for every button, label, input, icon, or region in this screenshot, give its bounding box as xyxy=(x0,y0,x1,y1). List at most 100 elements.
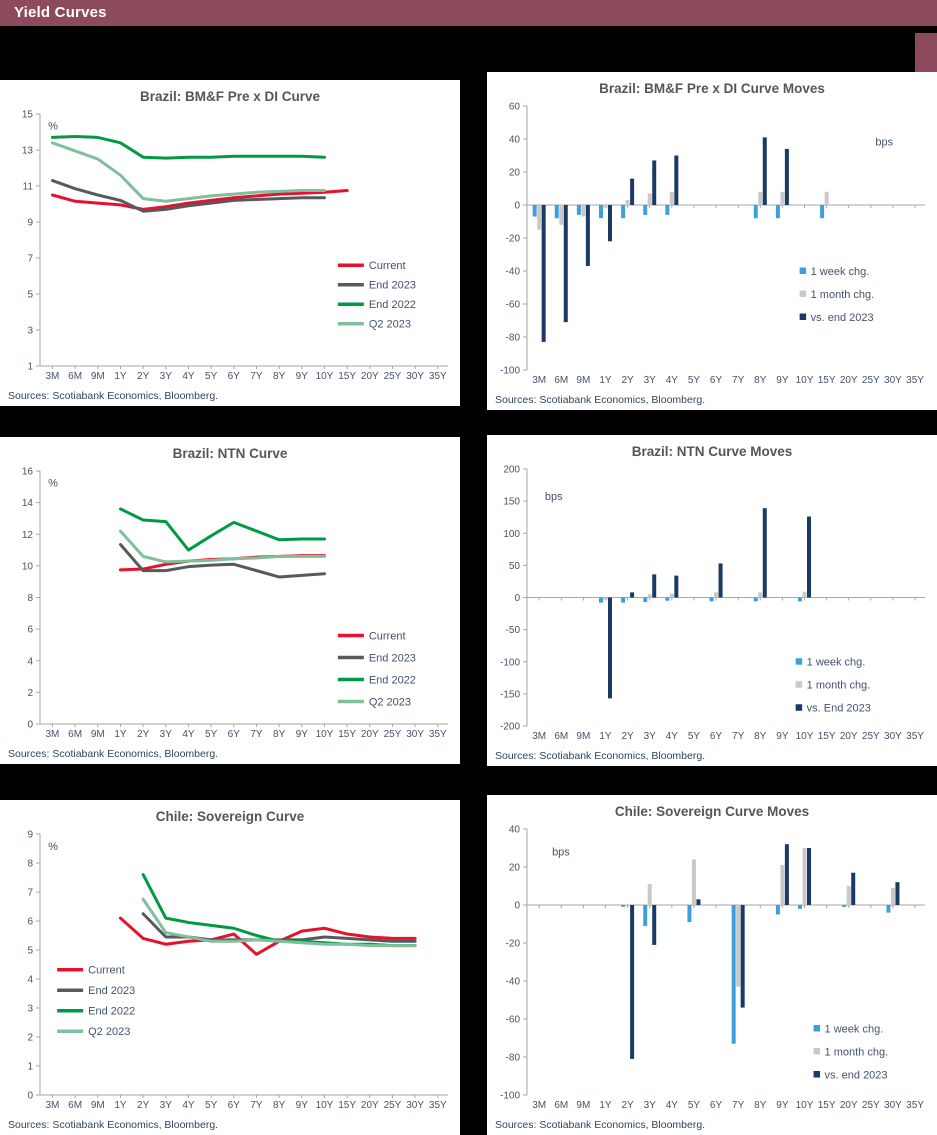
svg-text:10Y: 10Y xyxy=(316,371,334,382)
svg-text:25Y: 25Y xyxy=(862,731,880,742)
svg-text:3Y: 3Y xyxy=(160,371,173,382)
series-q2-2023-line xyxy=(141,897,417,948)
svg-text:4Y: 4Y xyxy=(182,371,195,382)
svg-text:10: 10 xyxy=(22,561,34,572)
svg-text:20: 20 xyxy=(509,168,521,179)
svg-text:9: 9 xyxy=(27,218,33,229)
unit-label: % xyxy=(48,121,58,133)
svg-text:15Y: 15Y xyxy=(338,1100,356,1111)
legend: Current End 2023 End 2022 Q2 2023 xyxy=(337,630,416,708)
svg-text:100: 100 xyxy=(503,529,520,540)
y-axis: 0 2 4 6 8 10 12 14 16 xyxy=(22,467,41,731)
sources-note: Sources: Scotiabank Economics, Bloomberg… xyxy=(8,748,219,760)
svg-text:5Y: 5Y xyxy=(688,1100,701,1111)
series-current-line xyxy=(50,189,349,211)
svg-text:5Y: 5Y xyxy=(205,371,218,382)
svg-text:4Y: 4Y xyxy=(666,375,679,386)
svg-text:16: 16 xyxy=(22,467,34,478)
unit-label: bps xyxy=(552,847,570,859)
legend-item-q2-2023: Q2 2023 xyxy=(369,319,411,331)
page-title: Yield Curves xyxy=(14,4,107,21)
legend-item-end-2022: End 2022 xyxy=(88,1006,135,1018)
svg-text:3M: 3M xyxy=(46,729,60,740)
svg-text:8Y: 8Y xyxy=(273,729,286,740)
svg-text:3Y: 3Y xyxy=(644,1100,657,1111)
series-end-2022-line xyxy=(118,507,326,552)
svg-text:-40: -40 xyxy=(506,267,521,278)
svg-text:-100: -100 xyxy=(500,657,520,668)
svg-text:6M: 6M xyxy=(68,1100,82,1111)
svg-text:9Y: 9Y xyxy=(776,375,789,386)
sources-note: Sources: Scotiabank Economics, Bloomberg… xyxy=(495,1119,706,1131)
svg-text:4Y: 4Y xyxy=(182,729,195,740)
y-axis: -200 -150 -100 -50 0 50 100 150 200 xyxy=(500,465,528,733)
legend-item-q2-2023: Q2 2023 xyxy=(369,696,411,708)
sources-note: Sources: Scotiabank Economics, Bloomberg… xyxy=(8,1119,219,1131)
svg-text:8Y: 8Y xyxy=(273,371,286,382)
svg-text:30Y: 30Y xyxy=(884,375,902,386)
svg-text:12: 12 xyxy=(22,530,34,541)
svg-text:10Y: 10Y xyxy=(316,1100,334,1111)
svg-text:35Y: 35Y xyxy=(429,1100,447,1111)
svg-text:35Y: 35Y xyxy=(906,731,924,742)
svg-text:7Y: 7Y xyxy=(250,1100,263,1111)
svg-text:6M: 6M xyxy=(68,729,82,740)
legend-item-current: Current xyxy=(369,260,406,272)
svg-text:9M: 9M xyxy=(91,729,105,740)
y-axis: -100 -80 -60 -40 -20 0 20 40 60 xyxy=(500,102,528,377)
svg-text:40: 40 xyxy=(509,825,521,836)
svg-text:1Y: 1Y xyxy=(599,1100,612,1111)
unit-label: bps xyxy=(875,137,893,149)
series-end-2022-line xyxy=(50,135,326,160)
svg-text:6Y: 6Y xyxy=(228,1100,241,1111)
x-axis: 3M 6M 9M 1Y 2Y 3Y 4Y 5Y 6Y 7Y 8Y 9Y 10Y 15Y 20Y 25Y 30Y 3… xyxy=(527,597,925,742)
legend-item-current: Current xyxy=(369,630,406,642)
svg-text:-80: -80 xyxy=(506,1053,521,1064)
series-q2-2023-line xyxy=(50,141,326,203)
svg-text:10Y: 10Y xyxy=(796,731,814,742)
svg-text:6Y: 6Y xyxy=(228,371,241,382)
svg-text:1: 1 xyxy=(27,362,33,373)
svg-text:3: 3 xyxy=(27,326,33,337)
svg-text:4Y: 4Y xyxy=(666,731,679,742)
svg-text:4Y: 4Y xyxy=(182,1100,195,1111)
svg-text:1Y: 1Y xyxy=(114,729,127,740)
svg-text:7: 7 xyxy=(27,254,33,265)
svg-text:5: 5 xyxy=(27,946,33,957)
svg-text:6Y: 6Y xyxy=(710,1100,723,1111)
svg-text:2: 2 xyxy=(27,688,33,699)
panel-brazil-ntn-curve-moves: Brazil: NTN Curve Moves -200 -150 -100 -50 0… xyxy=(487,435,937,766)
x-axis: 3M 6M 9M 1Y 2Y 3Y 4Y 5Y 6Y 7Y 8Y 9Y 10Y 15Y 20Y 25Y 30Y 3… xyxy=(40,1094,448,1111)
svg-text:-100: -100 xyxy=(500,1091,520,1102)
svg-text:25Y: 25Y xyxy=(384,1100,402,1111)
svg-text:13: 13 xyxy=(22,146,34,157)
svg-text:40: 40 xyxy=(509,135,521,146)
series-vs-end-2023-bars xyxy=(630,844,900,1059)
unit-label: % xyxy=(48,841,58,853)
svg-text:7Y: 7Y xyxy=(250,371,263,382)
svg-text:14: 14 xyxy=(22,498,34,509)
svg-text:200: 200 xyxy=(503,465,520,476)
svg-text:3Y: 3Y xyxy=(644,375,657,386)
svg-text:9M: 9M xyxy=(91,371,105,382)
svg-text:2Y: 2Y xyxy=(137,1100,150,1111)
svg-text:20Y: 20Y xyxy=(361,1100,379,1111)
svg-text:60: 60 xyxy=(509,102,521,113)
svg-text:-100: -100 xyxy=(500,366,520,377)
panel-chile-sovereign-curve-moves: Chile: Sovereign Curve Moves -100 -80 -60-… xyxy=(487,795,937,1135)
svg-text:2Y: 2Y xyxy=(621,1100,634,1111)
y-axis: 0 1 2 3 4 5 6 7 8 9 xyxy=(27,830,41,1102)
svg-text:35Y: 35Y xyxy=(906,375,924,386)
svg-text:7Y: 7Y xyxy=(732,1100,745,1111)
legend-item-1-month-chg: 1 month chg. xyxy=(811,289,875,301)
svg-text:2: 2 xyxy=(27,1033,33,1044)
chile-sovereign-curve-chart: 0 1 2 3 4 5 6 7 8 9 3M 6M 9M 1Y 2Y 3Y 4Y 5Y 6Y 7Y 8Y 9Y 10Y 15Y… xyxy=(27,830,448,1111)
svg-text:8: 8 xyxy=(27,593,33,604)
legend-item-current: Current xyxy=(88,965,125,977)
svg-text:20Y: 20Y xyxy=(840,375,858,386)
header-bar: Yield Curves xyxy=(0,0,937,26)
legend-item-vs-end-2023: vs. end 2023 xyxy=(825,1069,888,1081)
brazil-bmf-curve-moves-chart: -100 -80 -60 -40 -20 0 20 40 60 3M 6M 9M 1Y 2Y 3Y 4Y 5Y 6… xyxy=(500,102,925,386)
